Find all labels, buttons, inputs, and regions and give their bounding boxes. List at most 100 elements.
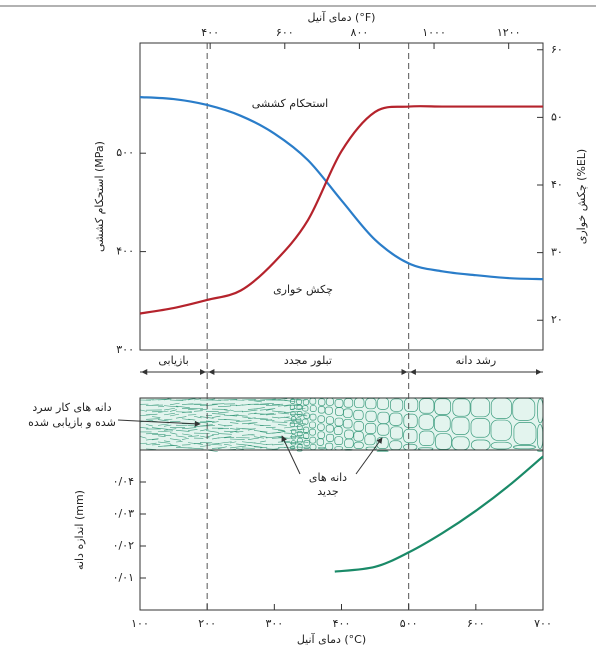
grain-line — [163, 405, 179, 408]
grain-cell — [403, 428, 418, 444]
series-line — [139, 105, 543, 315]
x-tick-label: ۷۰۰ — [534, 617, 552, 630]
grain-line — [259, 402, 274, 405]
grain-cell — [289, 421, 295, 428]
grain-cell — [303, 446, 310, 449]
grain-line — [253, 399, 266, 401]
grain-line — [259, 413, 275, 416]
grain-line — [247, 412, 257, 415]
grain-cell — [290, 434, 297, 440]
series-label: چکش خواری — [273, 283, 333, 296]
grain-line — [283, 420, 295, 422]
grain-line — [211, 403, 225, 405]
grain-line — [265, 436, 282, 439]
grain-line — [211, 415, 221, 418]
grain-line — [265, 408, 274, 411]
grain-line — [151, 433, 166, 436]
grain-line — [229, 428, 241, 431]
grain-line — [277, 424, 287, 426]
grain-line — [253, 417, 268, 420]
grain-cell — [470, 418, 491, 438]
grain-line — [235, 448, 244, 450]
grain-line — [157, 435, 166, 437]
grain-cell — [309, 421, 316, 429]
grain-line — [151, 416, 161, 418]
grain-line — [271, 421, 288, 423]
upper-frame — [139, 42, 544, 351]
grain-line — [193, 415, 202, 419]
x2-tick-label: ۴۰۰ — [201, 26, 219, 39]
annotation-arrow — [355, 437, 383, 475]
x2-tick-label: ۸۰۰ — [351, 26, 369, 39]
grain-line — [217, 446, 227, 449]
y-axis-title: اندازه دانه (mm) — [73, 490, 86, 570]
grain-line — [145, 413, 158, 416]
grain-cell — [343, 398, 354, 408]
grain-line — [169, 438, 182, 441]
grain-cell — [364, 434, 376, 446]
grain-cell — [490, 441, 512, 450]
grain-cell — [296, 430, 303, 437]
grain-line — [163, 412, 175, 416]
grain-line — [211, 443, 220, 445]
grain-line — [271, 398, 288, 401]
grain-line — [163, 407, 175, 411]
series-label: استحکام کششی — [252, 97, 328, 110]
grain-line — [169, 402, 180, 406]
grain-line — [259, 431, 267, 433]
grain-cell — [297, 437, 303, 444]
grain-line — [139, 409, 147, 412]
grain-line — [259, 440, 267, 443]
grain-line — [229, 441, 237, 444]
grain-line — [187, 447, 204, 450]
grain-cell — [390, 398, 404, 412]
grain-cell — [290, 440, 297, 446]
grain-line — [223, 424, 233, 427]
grain-line — [241, 416, 252, 419]
x-tick-label: ۶۰۰ — [467, 617, 485, 630]
region-label: بازیابی — [158, 354, 188, 367]
grain-line — [247, 437, 260, 440]
grain-line — [253, 436, 265, 439]
grain-line — [139, 436, 147, 439]
grain-line — [253, 407, 265, 410]
y2-tick-label: ۵۰ — [551, 110, 563, 123]
grain-cell — [324, 406, 333, 415]
grain-line — [247, 445, 263, 448]
series-line — [334, 455, 544, 573]
grain-line — [229, 445, 247, 449]
grain-line — [175, 441, 183, 443]
grain-cell — [296, 411, 303, 417]
grain-cell — [490, 419, 512, 441]
grain-line — [283, 447, 296, 449]
grain-line — [283, 399, 295, 403]
grain-line — [229, 409, 237, 413]
grain-line — [187, 418, 196, 421]
grain-line — [265, 419, 273, 422]
grain-cell — [303, 439, 310, 447]
grain-line — [187, 435, 199, 438]
grain-cell — [513, 445, 536, 450]
grain-line — [211, 433, 219, 436]
grain-cell — [302, 405, 309, 412]
grain-cell — [403, 413, 418, 428]
grain-line — [223, 418, 240, 421]
grain-line — [211, 421, 219, 423]
y2-tick-label: ۳۰ — [551, 246, 563, 259]
grain-line — [163, 428, 177, 431]
grain-line — [259, 418, 275, 421]
x2-tick-label: ۱۰۰۰ — [422, 26, 446, 39]
grain-line — [277, 404, 291, 407]
grain-cell — [326, 433, 335, 442]
grain-cell — [290, 411, 296, 417]
y2-tick-label: ۲۰ — [551, 313, 563, 326]
grain-cell — [309, 405, 317, 412]
grain-line — [217, 433, 232, 435]
grain-line — [157, 423, 169, 426]
grain-line — [157, 419, 169, 422]
grain-cell — [296, 398, 302, 405]
grain-cell — [309, 428, 316, 436]
grain-cell — [434, 398, 451, 415]
grain-line — [169, 432, 178, 435]
